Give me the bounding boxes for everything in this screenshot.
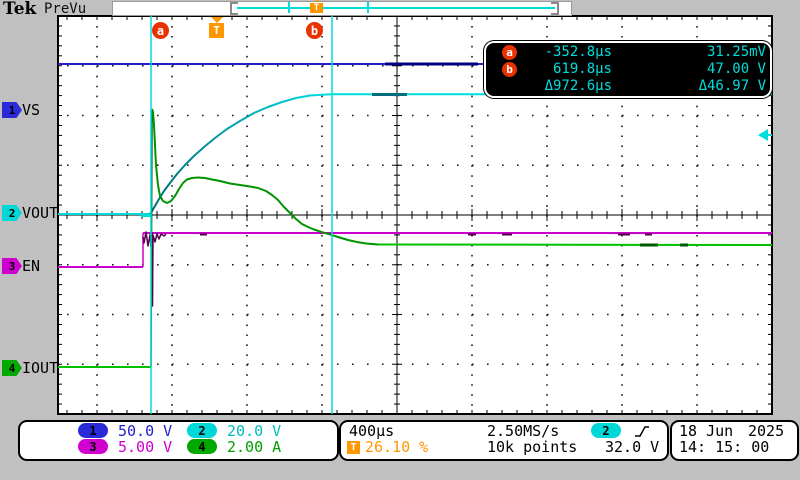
ch4-iout-flat (377, 243, 773, 246)
horizontal-trigger-box: 400µs 2.50MS/s 2 T 26.10 % 10k points 32… (339, 420, 669, 461)
cursor-delta-time: Δ972.6µs (544, 78, 612, 94)
tek-logo: Tek (3, 0, 37, 19)
cursor-b-position-tick (367, 2, 369, 13)
cursor-b-value: 47.00 V (706, 61, 766, 77)
channel-3-label: EN (22, 257, 41, 275)
cursor-a-time: -352.8µs (544, 44, 612, 60)
record-length-readout: 10k points (487, 438, 578, 456)
trigger-source-badge: 2 (591, 423, 621, 438)
trigger-icon: T (347, 441, 360, 454)
channel-2-label: VOUT (22, 204, 59, 222)
ch3-en-ringing (142, 231, 167, 307)
channel-1-label: VS (22, 101, 41, 119)
date-readout: 18 Jun (679, 422, 734, 440)
channel-4-scale: 2.00 A (227, 438, 282, 456)
cursor-readout-box: a -352.8µs 31.25mV b 619.8µs 47.00 V Δ97… (484, 41, 772, 98)
channel-1-marker: 1 (2, 102, 22, 118)
trigger-position-marker: T (310, 3, 323, 13)
window-bracket-left-icon (230, 2, 238, 15)
year-readout: 2025 (748, 422, 785, 440)
readout-b-badge: b (502, 62, 517, 77)
channel-2-marker: 2 (2, 205, 22, 221)
time-readout: 14: 15: 00 (679, 438, 770, 456)
cursor-a-badge: a (152, 22, 169, 39)
record-position-bar: T (112, 0, 572, 16)
channel-2-scale: 20.0 V (227, 422, 282, 440)
channel-scales-box: 1 50.0 V 2 20.0 V 3 5.00 V 4 2.00 A (18, 420, 339, 461)
record-line (237, 7, 555, 9)
window-bracket-right-icon (551, 2, 559, 15)
acquisition-mode-label: PreVu (44, 1, 87, 17)
trigger-level-readout: 32.0 V (605, 438, 660, 456)
trigger-position-arrow-icon (312, 0, 322, 2)
channel-1-scale: 50.0 V (118, 422, 173, 440)
timebase-readout: 400µs (349, 422, 395, 440)
datetime-box: 18 Jun 2025 14: 15: 00 (670, 420, 799, 461)
trigger-level-arrow-icon (758, 129, 768, 141)
cursor-a-value: 31.25mV (706, 44, 766, 60)
sample-rate-readout: 2.50MS/s (487, 422, 560, 440)
readout-a-badge: a (502, 45, 517, 60)
trigger-point-arrow-icon (211, 17, 223, 23)
trigger-point-badge: T (209, 23, 224, 38)
channel-4-label: IOUT (22, 359, 59, 377)
channel-4-marker: 4 (2, 360, 22, 376)
channel-1-badge: 1 (78, 423, 108, 438)
rising-edge-icon (635, 426, 649, 437)
cursor-b-badge: b (306, 22, 323, 39)
channel-2-badge: 2 (187, 423, 217, 438)
channel-3-marker: 3 (2, 258, 22, 274)
channel-3-scale: 5.00 V (118, 438, 173, 456)
ch2-vout-rise (149, 93, 333, 215)
channel-3-badge: 3 (78, 439, 108, 454)
ch4-iout-curve (151, 108, 379, 246)
cursor-b-time: 619.8µs (552, 61, 612, 77)
cursor-delta-value: Δ46.97 V (698, 78, 766, 94)
trigger-position-readout: 26.10 % (365, 438, 429, 456)
channel-4-badge: 4 (187, 439, 217, 454)
cursor-a-position-tick (288, 2, 290, 13)
